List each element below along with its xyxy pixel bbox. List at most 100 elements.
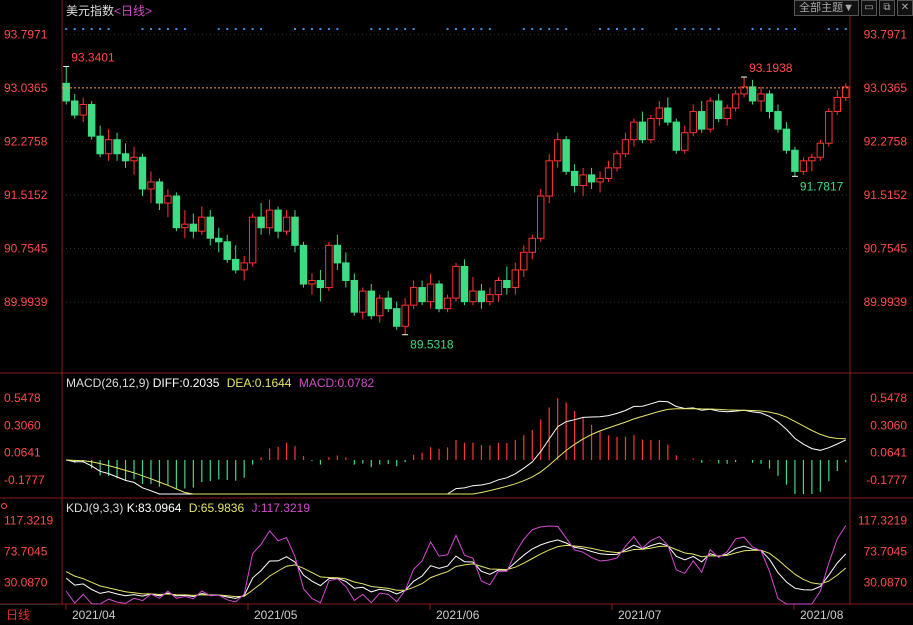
kdj-y-tick-right: 117.3219 [858,513,907,527]
candle-body [587,174,596,183]
marker-dot [90,28,93,30]
marker-dot [607,28,610,30]
candle-body [299,244,308,285]
price-y-tick-left: 90.7545 [4,242,48,256]
price-y-tick-left: 92.2758 [4,134,48,148]
marker-dot [531,28,534,30]
candle-body [392,308,401,327]
price-y-tick-right: 89.9939 [864,295,908,309]
macd-macd-value: MACD:0.0782 [298,376,375,390]
candle-body [121,153,130,162]
candle-body [647,118,655,141]
marker-dot [336,28,339,30]
candle-body [274,209,282,232]
candle-body [70,100,79,116]
chart-title-bar: 美元指数<日线> [66,2,152,19]
marker-dot [548,28,551,30]
candle-body [248,216,257,264]
candle-body [138,156,147,190]
candle-body [223,241,231,260]
marker-dot [615,28,618,30]
candle-body [833,96,842,113]
extreme-label: 91.7817 [800,179,844,193]
instrument-title: 美元指数 [66,4,115,18]
candle-body [672,121,681,151]
kdj-k-value: K:83.0964 [126,501,182,515]
period-tab-daily[interactable]: 日线 [0,604,58,625]
marker-dot [183,28,186,30]
candle-body [520,251,528,271]
price-y-tick-left: 93.7971 [4,27,48,41]
marker-dot [243,28,246,30]
candle-body [342,262,350,282]
kdj-d-value: D:65.9836 [188,501,245,515]
period-label[interactable]: <日线> [114,4,153,18]
macd-dea-line [66,408,846,495]
marker-dot [539,28,542,30]
macd-y-tick-left: 0.0641 [4,446,41,460]
candle-body [698,111,706,130]
marker-dot [158,28,161,30]
candle-body [655,107,664,120]
candle-body [409,287,418,306]
marker-dot [632,28,635,30]
marker-dot [99,28,102,30]
candle-body [460,265,469,303]
x-axis-date-label: 2021/05 [254,608,298,622]
marker-dot [692,28,695,30]
candle-body [562,139,570,172]
candle-body [706,100,714,130]
candle-body [443,297,452,310]
marker-dot [776,28,779,30]
candle-body [113,139,121,155]
candle-body [87,103,96,137]
marker-dot [675,28,678,30]
marker-dot [65,28,68,30]
price-y-tick-right: 93.7971 [864,27,908,41]
macd-y-tick-left: 0.5478 [4,391,41,405]
marker-dot [395,28,398,30]
macd-diff-value: DIFF:0.2035 [152,376,220,390]
candle-body [477,290,486,303]
candle-body [765,93,774,113]
marker-dot [565,28,568,30]
theme-dropdown[interactable]: 全部主题▼ [794,0,859,16]
close-icon[interactable]: ✕ [897,0,913,16]
price-y-tick-right: 91.5152 [864,188,908,202]
candle-body [164,195,172,204]
kdj-name: KDJ(9,3,3) [66,501,124,515]
price-y-tick-left: 89.9939 [4,295,48,309]
candle-body [426,283,435,303]
candle-body [664,107,672,123]
candle-body [638,121,647,141]
candle-body [808,156,816,162]
candle-body [350,280,359,313]
restore-icon[interactable]: ▭ [861,0,877,16]
candle-body [291,216,299,246]
marker-dot [700,28,703,30]
marker-dot [141,28,144,30]
candle-body [528,237,536,253]
candle-body [545,160,553,197]
candle-body [147,181,155,190]
candle-body [748,86,757,102]
float-window-icon[interactable]: ⧉ [879,0,895,16]
candle-body [757,93,765,102]
candle-body [172,195,181,229]
candle-body [511,269,520,289]
candle-body [740,86,748,95]
candle-body [265,209,274,229]
candle-body [469,290,477,303]
x-axis-date-label: 2021/08 [800,608,844,622]
marker-dot [480,28,483,30]
x-axis-date-label: 2021/04 [72,608,116,622]
candle-body [486,294,494,303]
candle-body [198,216,206,232]
candle-body [621,139,630,155]
kdj-y-tick-left: 73.7045 [4,545,48,559]
marker-dot [471,28,474,30]
extreme-label: 93.3401 [71,50,115,64]
top-right-controls: 全部主题▼ ▭ ⧉ ✕ [794,0,913,16]
extreme-label: 89.5318 [410,338,454,352]
